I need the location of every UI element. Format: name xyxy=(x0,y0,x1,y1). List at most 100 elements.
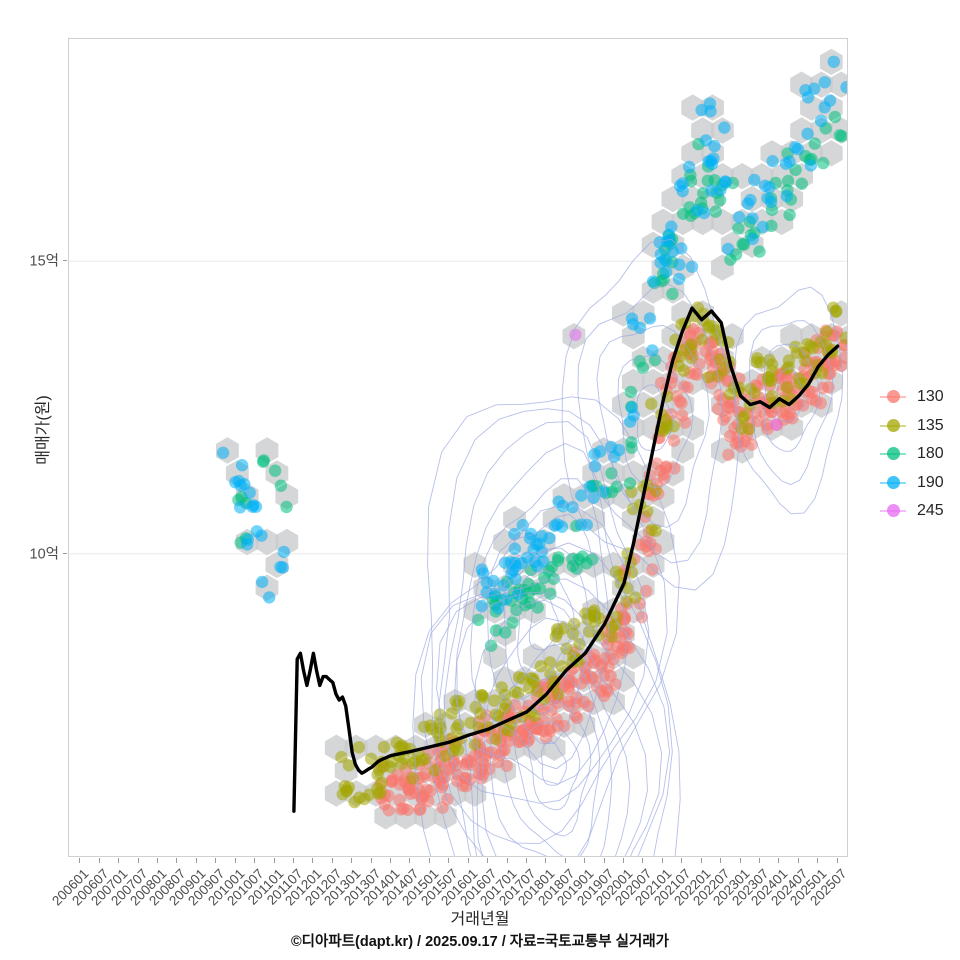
scatter-point xyxy=(667,434,681,447)
x-tick-mark xyxy=(817,858,819,863)
scatter-point xyxy=(508,542,521,555)
scatter-point xyxy=(696,333,709,346)
x-tick-mark xyxy=(487,858,489,863)
scatter-point xyxy=(732,222,745,235)
x-tick-mark xyxy=(312,858,314,863)
scatter-point xyxy=(625,441,638,454)
scatter-point xyxy=(338,780,351,793)
scatter-point xyxy=(452,718,465,732)
scatter-point xyxy=(611,640,624,653)
scatter-point xyxy=(685,351,698,365)
scatter-point xyxy=(497,579,510,592)
scatter-point xyxy=(474,707,487,720)
scatter-point xyxy=(475,599,488,613)
scatter-point xyxy=(690,204,704,217)
scatter-point xyxy=(702,371,715,384)
scatter-point xyxy=(548,674,561,687)
scatter-point xyxy=(713,193,727,207)
x-tick-mark xyxy=(234,858,236,863)
scatter-point xyxy=(818,76,831,89)
legend-item[interactable]: 135 xyxy=(880,412,960,441)
scatter-point xyxy=(500,759,513,773)
x-tick-mark xyxy=(758,858,760,863)
scatter-point xyxy=(791,142,805,156)
scatter-point xyxy=(605,630,619,643)
scatter-point xyxy=(649,484,662,498)
x-tick-mark xyxy=(545,858,547,863)
density-contour xyxy=(427,396,680,856)
scatter-point xyxy=(620,640,633,653)
scatter-point xyxy=(422,794,435,808)
scatter-point xyxy=(499,593,513,606)
density-contour xyxy=(636,384,674,451)
scatter-point xyxy=(704,105,717,118)
scatter-point xyxy=(552,551,565,564)
scatter-point xyxy=(663,235,676,248)
scatter-point xyxy=(643,312,657,325)
scatter-point xyxy=(783,155,796,168)
scatter-point xyxy=(576,550,589,563)
scatter-point xyxy=(701,174,714,187)
scatter-point xyxy=(523,532,537,545)
scatter-point xyxy=(502,724,516,737)
scatter-point xyxy=(364,752,378,765)
scatter-point xyxy=(537,703,550,717)
scatter-point xyxy=(748,173,761,187)
density-contour xyxy=(456,591,663,856)
scatter-point xyxy=(717,413,730,426)
scatter-point xyxy=(750,355,763,368)
scatter-point xyxy=(395,757,408,770)
scatter-point xyxy=(828,110,842,124)
scatter-point xyxy=(763,181,776,194)
density-contour xyxy=(436,578,671,856)
legend-item[interactable]: 190 xyxy=(880,469,960,498)
density-contour xyxy=(513,701,592,837)
density-contour xyxy=(412,502,681,856)
scatter-point xyxy=(504,556,518,569)
x-tick-mark xyxy=(836,858,838,863)
scatter-point xyxy=(551,627,564,640)
scatter-point xyxy=(375,776,388,789)
scatter-point xyxy=(684,338,697,351)
scatter-point xyxy=(484,639,498,652)
y-tick-mark xyxy=(63,260,67,262)
scatter-point xyxy=(776,406,789,419)
x-tick-mark xyxy=(137,858,139,863)
scatter-point xyxy=(766,155,779,168)
x-tick-mark xyxy=(661,858,663,863)
scatter-point xyxy=(744,193,757,207)
x-tick-mark xyxy=(157,858,158,863)
scatter-point xyxy=(646,275,660,288)
legend-item[interactable]: 245 xyxy=(880,497,960,526)
scatter-point xyxy=(562,695,575,708)
scatter-point xyxy=(639,540,653,553)
scatter-point xyxy=(496,745,509,758)
plot-canvas xyxy=(69,48,847,856)
legend-item[interactable]: 180 xyxy=(880,440,960,469)
legend-label: 190 xyxy=(917,473,944,491)
scatter-point xyxy=(645,397,658,411)
scatter-point xyxy=(621,627,635,641)
x-tick-mark xyxy=(98,858,100,863)
scatter-point xyxy=(538,692,551,706)
legend-item[interactable]: 130 xyxy=(880,383,960,412)
scatter-point xyxy=(666,287,679,301)
density-contour xyxy=(517,571,575,681)
scatter-point xyxy=(781,174,795,188)
scatter-point xyxy=(640,584,653,598)
scatter-point xyxy=(675,409,689,422)
scatter-point xyxy=(577,695,591,709)
scatter-point xyxy=(547,572,560,585)
y-tick-label: 10억 xyxy=(29,546,59,563)
scatter-point xyxy=(795,177,808,190)
scatter-point xyxy=(583,480,596,493)
scatter-point xyxy=(625,312,639,325)
legend-label: 180 xyxy=(917,445,944,463)
scatter-point xyxy=(673,258,686,271)
scatter-point xyxy=(808,82,821,95)
scatter-point xyxy=(277,545,291,559)
scatter-point xyxy=(447,744,460,757)
scatter-point xyxy=(489,708,502,721)
scatter-point xyxy=(216,446,230,459)
x-tick-mark xyxy=(118,858,120,863)
